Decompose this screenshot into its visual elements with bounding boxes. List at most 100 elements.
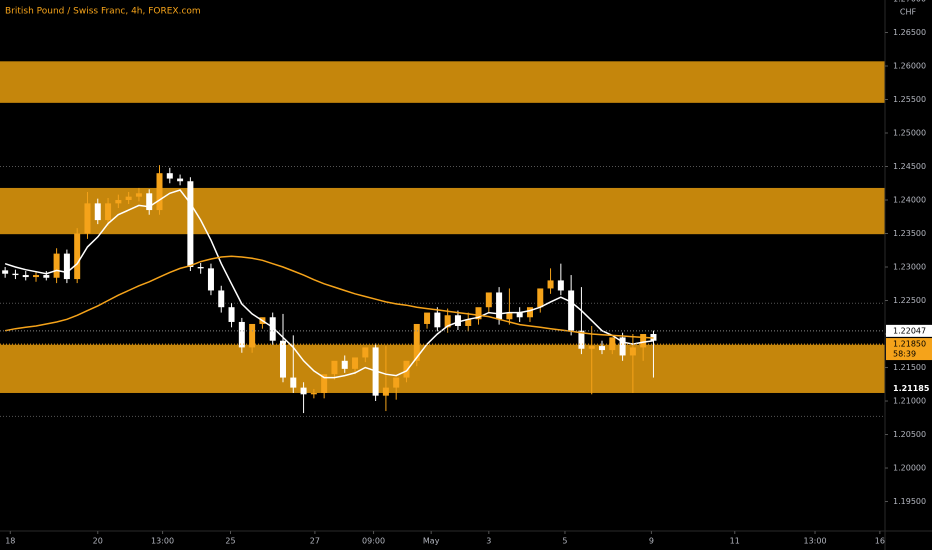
candle-body <box>269 317 276 341</box>
candle-body <box>629 347 636 356</box>
y-tick-label: 1.22500 <box>893 296 926 305</box>
candle-body <box>22 275 29 278</box>
candle-body <box>84 203 91 234</box>
candle-body <box>393 377 400 388</box>
candle-body <box>310 392 317 395</box>
candle-body <box>403 360 410 378</box>
candle-body <box>238 321 245 348</box>
candle-body <box>218 290 225 308</box>
candle-body <box>43 275 50 278</box>
candle-body <box>557 280 564 291</box>
candle-body <box>135 193 142 197</box>
candle-body <box>516 312 523 318</box>
price-tag <box>886 382 932 395</box>
x-tick-label: 9 <box>649 537 654 546</box>
candle-body <box>424 312 431 324</box>
candle-body <box>74 233 81 280</box>
zone <box>0 187 885 235</box>
candle-body <box>166 173 173 179</box>
price-tag <box>886 324 932 337</box>
candle-body <box>63 253 70 280</box>
candle-body <box>146 193 153 211</box>
x-tick-label: 18 <box>5 537 15 546</box>
y-tick-label: 1.20000 <box>893 464 926 473</box>
candle-body <box>207 268 214 291</box>
y-tick-label: 1.21500 <box>893 363 926 372</box>
y-tick-label: 1.24500 <box>893 162 926 171</box>
candle-body <box>444 315 451 328</box>
x-tick-label: May <box>423 537 440 546</box>
y-tick-label: 1.27000 <box>893 0 926 3</box>
candle-body <box>547 280 554 289</box>
y-tick-label: 1.20500 <box>893 430 926 439</box>
candle-body <box>640 334 647 348</box>
x-tick-label: 27 <box>310 537 320 546</box>
currency-label: CHF <box>900 8 917 17</box>
candle-body <box>12 273 19 276</box>
candle-body <box>249 323 256 348</box>
candle-body <box>341 360 348 369</box>
candle-body <box>506 312 513 320</box>
candle-body <box>279 340 286 378</box>
candle-body <box>115 200 122 204</box>
y-tick-label: 1.19500 <box>893 497 926 506</box>
x-tick-label: 5 <box>562 537 567 546</box>
candle-body <box>496 292 503 320</box>
candle-body <box>300 387 307 395</box>
moving-average <box>4 255 654 339</box>
y-tick-label: 1.26000 <box>893 61 926 70</box>
y-tick-label: 1.25000 <box>893 129 926 138</box>
candle-body <box>413 323 420 361</box>
candle-body <box>290 377 297 388</box>
plot-area <box>0 61 885 417</box>
candle-body <box>485 292 492 308</box>
y-tick-label: 1.23000 <box>893 263 926 272</box>
candle-body <box>352 357 359 369</box>
candle-body <box>619 337 626 356</box>
candle-body <box>321 374 328 393</box>
candle-body <box>599 346 606 351</box>
candle-body <box>197 267 204 269</box>
y-tick-label: 1.23500 <box>893 229 926 238</box>
candle-body <box>156 173 163 211</box>
candle-body <box>94 203 101 221</box>
x-tick-label: 13:00 <box>151 537 174 546</box>
x-tick-label: 16 <box>875 537 885 546</box>
x-tick-label: 09:00 <box>362 537 385 546</box>
price-tag-label: 1.21185 <box>893 384 930 393</box>
candle-body <box>33 275 40 278</box>
candle-body <box>578 330 585 349</box>
zone <box>0 61 885 103</box>
candle-body <box>187 181 194 268</box>
candle-body <box>537 288 544 308</box>
candle-body <box>465 319 472 326</box>
x-tick-label: 11 <box>730 537 740 546</box>
candle-body <box>526 307 533 318</box>
y-tick-label: 1.26500 <box>893 28 926 37</box>
y-tick-label: 1.25500 <box>893 95 926 104</box>
x-tick-label: 3 <box>486 537 491 546</box>
candle-body <box>331 360 338 375</box>
countdown: 58:39 <box>893 350 916 359</box>
candle-body <box>125 196 132 201</box>
candle-body <box>568 290 575 331</box>
candle-body <box>475 307 482 320</box>
candle-body <box>105 203 112 221</box>
candle-body <box>454 315 461 326</box>
price-tag-label: 1.21850 <box>893 340 926 349</box>
y-tick-label: 1.24000 <box>893 196 926 205</box>
candle-body <box>434 312 441 328</box>
x-tick-label: 25 <box>225 537 235 546</box>
candle-body <box>362 347 369 358</box>
candle-body <box>2 270 9 274</box>
candle-body <box>53 253 60 278</box>
x-tick-label: 20 <box>93 537 103 546</box>
zone <box>0 344 885 393</box>
chart-title: British Pound / Swiss Franc, 4h, FOREX.c… <box>5 7 201 17</box>
price-tag <box>886 338 932 361</box>
moving-average <box>4 189 654 379</box>
candle-body <box>228 307 235 322</box>
y-tick-label: 1.21000 <box>893 397 926 406</box>
price-tag-label: 1.22047 <box>893 326 926 335</box>
